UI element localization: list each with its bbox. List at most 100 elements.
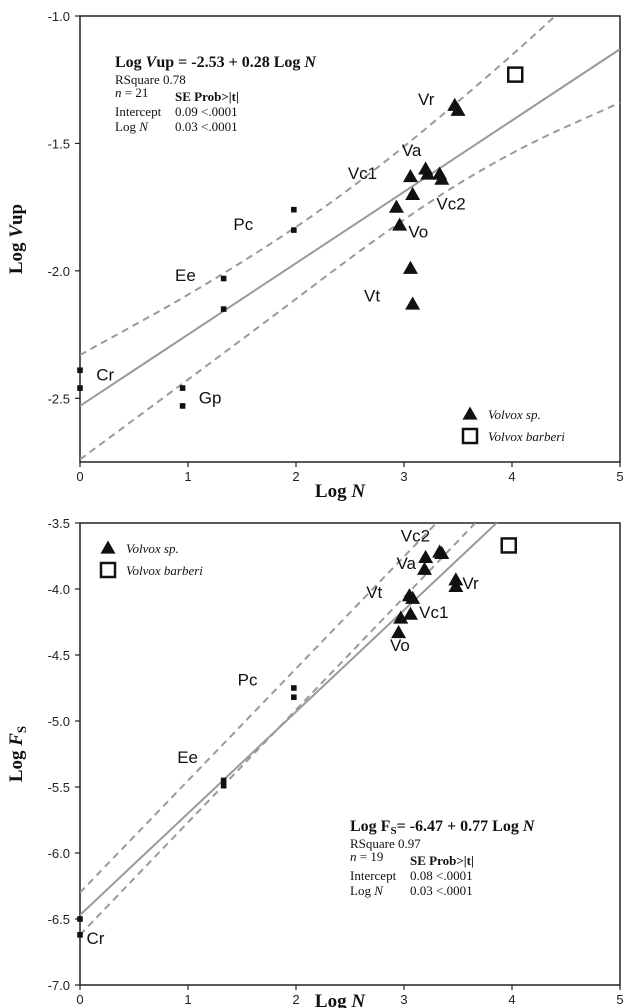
triangle-point [402, 260, 418, 274]
y-tick-label: -2.5 [48, 391, 70, 406]
y-tick-label: -4.5 [48, 648, 70, 663]
triangle-point [402, 606, 418, 620]
regression-equation: Log Vup = -2.53 + 0.28 Log N [115, 54, 317, 71]
legend-triangle-marker [100, 540, 116, 554]
legend-label: Volvox barberi [126, 563, 203, 578]
legend-label: Volvox sp. [126, 541, 179, 556]
triangle-point [402, 169, 418, 183]
point-label: Vt [366, 583, 382, 602]
legend-label: Volvox barberi [488, 429, 565, 444]
x-axis-label: Log N [315, 481, 366, 502]
triangle-point [405, 590, 421, 604]
chart-1: 0 1 2 3 4 5 -1.0 -1.5 -2.0 -2.5 Log N Log Vup Cr Gp Ee… [6, 9, 624, 502]
y-tick-label: -6.5 [48, 912, 70, 927]
y-tick-label: -4.0 [48, 582, 70, 597]
x-tick-label: 3 [400, 992, 407, 1007]
triangle-point [391, 625, 407, 639]
open-square-point [500, 537, 518, 554]
x-axis-label: Log N [315, 991, 366, 1008]
ci-upper-line [80, 16, 557, 356]
regression-equation: Log FS= -6.47 + 0.77 Log N [350, 818, 536, 837]
x-tick-label: 5 [616, 469, 623, 484]
rsquare-line: RSquare 0.78 [115, 72, 186, 87]
triangle-point [448, 572, 464, 586]
x-tick-label: 1 [184, 469, 191, 484]
legend-square-marker [461, 427, 479, 445]
small-square-point [77, 916, 83, 922]
legend: Volvox sp. Volvox barberi [99, 540, 203, 579]
x-tick-label: 1 [184, 992, 191, 1007]
small-square-point [291, 206, 297, 213]
y-tick-label: -3.5 [48, 516, 70, 531]
x-tick-label: 4 [508, 469, 515, 484]
point-label: Vc1 [419, 603, 448, 622]
y-tick-label: -7.0 [48, 978, 70, 993]
small-square-point [179, 403, 186, 409]
triangle-point [450, 102, 466, 116]
y-axis-label: Log FS [6, 726, 29, 782]
y-tick-label: -1.0 [48, 9, 70, 24]
x-tick-label: 0 [76, 992, 83, 1007]
triangle-point [418, 549, 434, 563]
plot-frame [79, 522, 621, 986]
legend-label: Volvox sp. [488, 407, 541, 422]
point-label: Ee [175, 266, 196, 285]
ci-lower-line [80, 101, 620, 461]
point-label: Vt [364, 286, 380, 305]
legend-square-marker [99, 561, 117, 579]
y-axis-label: Log Vup [6, 204, 27, 274]
y-tick-label: -6.0 [48, 846, 70, 861]
x-tick-label: 2 [292, 992, 299, 1007]
x-tick-label: 0 [76, 469, 83, 484]
small-square-point [220, 275, 227, 282]
y-tick-label: -1.5 [48, 136, 70, 151]
fit-line [80, 523, 499, 916]
chart-2: 0 1 2 3 4 5 -3.5 -4.0 -4.5 -5.0 -5.5 -6.0 -6.5 -7.0 Lo… [6, 516, 624, 1008]
point-label: Ee [177, 748, 198, 767]
point-label: Pc [238, 670, 258, 689]
small-square-point [220, 777, 227, 784]
stats-row: Intercept [115, 104, 162, 119]
small-square-point [291, 227, 297, 233]
triangle-point [392, 217, 408, 231]
italic-n: N [350, 481, 366, 502]
point-label: Vc2 [436, 195, 465, 214]
plot-area [80, 16, 620, 461]
point-label: Va [396, 554, 416, 573]
n-line: n = 21 [115, 85, 148, 100]
point-label: Gp [199, 388, 222, 407]
plot-area [80, 523, 499, 936]
stats-values: 0.03 <.0001 [175, 119, 238, 134]
triangle-point [405, 186, 421, 201]
stats-values: 0.03 <.0001 [410, 883, 473, 898]
point-label: Vr [418, 90, 435, 109]
rsquare-line: RSquare 0.97 [350, 836, 421, 851]
point-label: Va [402, 141, 422, 160]
stats-row: Intercept [350, 868, 397, 883]
ci-lower-line [80, 523, 477, 936]
legend: Volvox sp. Volvox barberi [461, 406, 565, 445]
italic-n: N [350, 991, 366, 1008]
stats-values: 0.09 <.0001 [175, 104, 238, 119]
point-label: Cr [86, 929, 104, 948]
y-tick-label: -5.0 [48, 714, 70, 729]
small-square-point [77, 367, 83, 374]
small-square-point [179, 385, 186, 391]
point-label: Vr [462, 574, 479, 593]
triangle-point [405, 296, 421, 310]
small-square-point [220, 782, 227, 789]
stats-header: SE Prob>|t| [410, 853, 474, 868]
triangle-point [388, 199, 404, 213]
small-square-point [220, 306, 227, 312]
small-square-point [77, 385, 83, 391]
legend-triangle-marker [462, 406, 478, 420]
point-label: Pc [233, 215, 253, 234]
triangle-point [420, 166, 436, 180]
small-square-point [291, 694, 297, 701]
triangle-point [434, 545, 450, 559]
plot-frame [79, 15, 621, 463]
fit-line [80, 48, 620, 407]
